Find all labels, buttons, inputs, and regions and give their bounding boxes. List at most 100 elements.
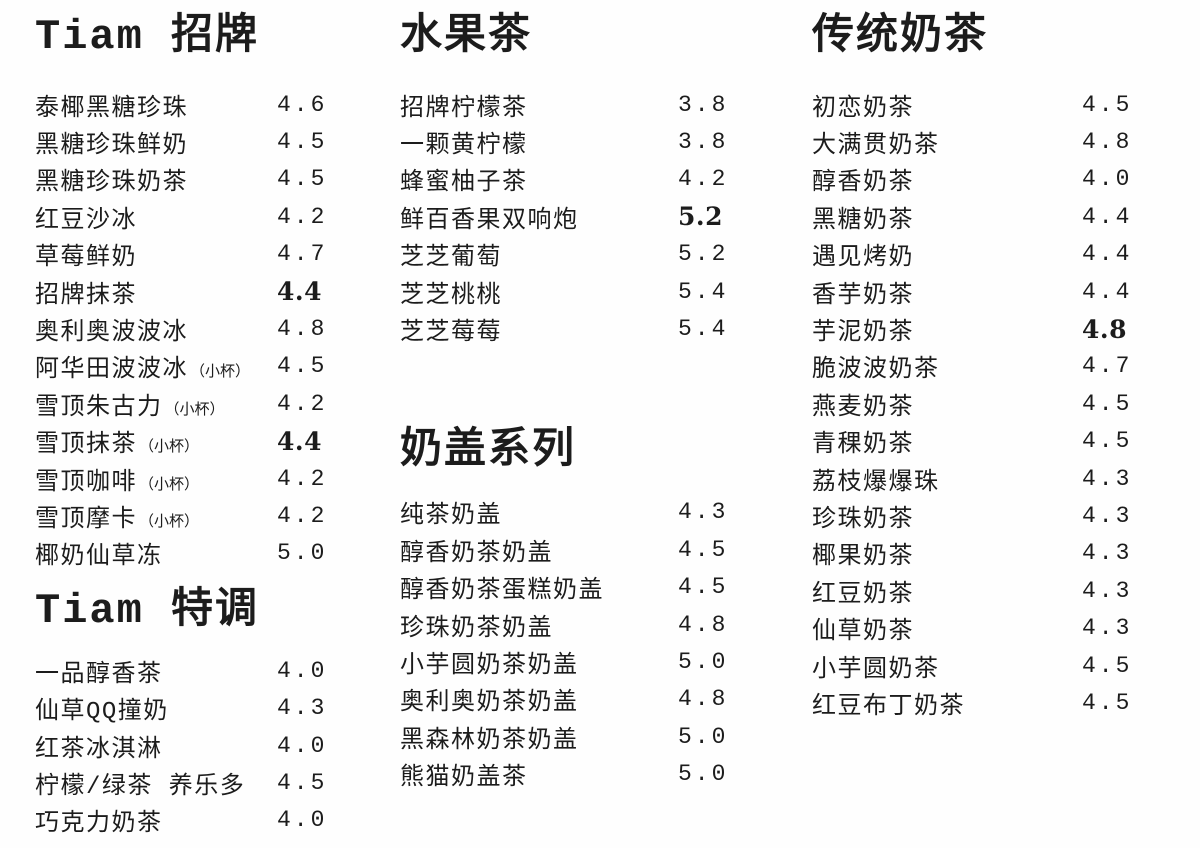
menu-item-row: 初恋奶茶 4.5 [812, 86, 1162, 123]
item-price: 4.8 [678, 611, 729, 638]
item-name: 泰椰黑糖珍珠 [35, 87, 188, 123]
item-price: 4.8 [1082, 129, 1133, 156]
item-size-note: （小杯） [190, 364, 251, 382]
item-price: 5.2 [678, 202, 723, 232]
menu-item-row: 脆波波奶茶 4.7 [812, 348, 1162, 385]
item-price: 4.8 [1082, 314, 1127, 344]
item-name: 红豆沙冰 [35, 199, 137, 235]
item-price: 4.5 [1082, 390, 1133, 417]
item-price: 4.3 [1082, 540, 1133, 567]
item-name: 招牌柠檬茶 [400, 87, 528, 123]
item-name: 椰果奶茶 [812, 535, 914, 571]
item-name: 小芋圆奶茶 [812, 648, 940, 684]
menu-section: Tiam 特调 一品醇香茶 4.0 仙草QQ撞奶 4.3 红茶冰淇淋 4.0 柠檬/绿茶 养乐… [35, 588, 365, 839]
menu-item-row: 鲜百香果双响炮 5.2 [400, 198, 760, 235]
item-name: 一品醇香茶 [35, 653, 163, 689]
item-name-text: 小芋圆奶茶 [812, 656, 940, 684]
item-price: 4.8 [277, 316, 328, 343]
item-name-text: 青稞奶茶 [812, 432, 914, 460]
menu-item-row: 香芋奶茶 4.4 [812, 273, 1162, 310]
menu-item-row: 雪顶朱古力 （小杯） 4.2 [35, 385, 365, 422]
item-name-text: 招牌抹茶 [35, 282, 137, 310]
item-name-text: 大满贯奶茶 [812, 133, 940, 161]
menu-item-row: 雪顶摩卡 （小杯） 4.2 [35, 497, 365, 534]
menu-column-1: Tiam 招牌 泰椰黑糖珍珠 4.6 黑糖珍珠鲜奶 4.5 黑糖珍珠奶茶 4.5 红豆沙冰 4.… [35, 0, 365, 839]
item-name-text: 红豆奶茶 [812, 581, 914, 609]
item-name: 醇香奶茶奶盖 [400, 532, 553, 568]
section-title: 奶盖系列 [400, 426, 577, 475]
item-name: 芝芝莓莓 [400, 311, 502, 347]
item-price: 5.4 [678, 316, 729, 343]
section-title: 水果茶 [400, 13, 533, 61]
item-name-text: 奥利奥波波冰 [35, 320, 188, 348]
item-name-text: 巧克力奶茶 [35, 811, 163, 839]
item-name-text: 仙草奶茶 [812, 619, 914, 647]
item-name-text: 红豆布丁奶茶 [812, 693, 965, 721]
section-title: Tiam 招牌 [35, 13, 260, 61]
menu-item-row: 蜂蜜柚子茶 4.2 [400, 161, 760, 198]
item-price: 4.2 [678, 166, 729, 193]
item-name: 红豆奶茶 [812, 573, 914, 609]
item-name: 黑糖珍珠鲜奶 [35, 124, 188, 160]
menu-item-row: 雪顶抹茶 （小杯） 4.4 [35, 423, 365, 460]
item-name-text: 芋泥奶茶 [812, 320, 914, 348]
item-name-text: 一品醇香茶 [35, 661, 163, 689]
item-price: 4.5 [1082, 91, 1133, 118]
item-name: 仙草奶茶 [812, 610, 914, 646]
item-name-text: 遇见烤奶 [812, 245, 914, 273]
item-price: 5.0 [277, 540, 328, 567]
menu-item-row: 熊猫奶盖茶 5.0 [400, 755, 760, 792]
menu-section: 水果茶 招牌柠檬茶 3.8 一颗黄柠檬 3.8 蜂蜜柚子茶 4.2 鲜百香果双响炮 5.2 芝芝葡… [400, 14, 760, 348]
menu-item-row: 醇香奶茶 4.0 [812, 161, 1162, 198]
item-name: 奥利奥波波冰 [35, 311, 188, 347]
item-name: 青稞奶茶 [812, 423, 914, 459]
item-price: 4.4 [277, 426, 322, 456]
item-size-note: （小杯） [164, 401, 225, 419]
item-name-text: 蜂蜜柚子茶 [400, 170, 528, 198]
item-name: 初恋奶茶 [812, 87, 914, 123]
item-size-note: （小杯） [139, 439, 200, 457]
item-name-text: 珍珠奶茶奶盖 [400, 615, 553, 643]
item-price: 5.0 [678, 723, 729, 750]
menu-section: 奶盖系列 纯茶奶盖 4.3 醇香奶茶奶盖 4.5 醇香奶茶蛋糕奶盖 4.5 珍珠奶茶奶盖 4.8… [400, 428, 760, 793]
item-name-text: 初恋奶茶 [812, 95, 914, 123]
item-price: 4.2 [277, 390, 328, 417]
item-name: 草莓鲜奶 [35, 236, 137, 272]
menu-item-row: 纯茶奶盖 4.3 [400, 494, 760, 531]
item-name-text: 椰果奶茶 [812, 544, 914, 572]
item-name: 熊猫奶盖茶 [400, 756, 528, 792]
item-name: 红茶冰淇淋 [35, 728, 163, 764]
item-name: 黑糖珍珠奶茶 [35, 161, 188, 197]
item-name: 巧克力奶茶 [35, 802, 163, 838]
menu-item-row: 遇见烤奶 4.4 [812, 236, 1162, 273]
item-name-text: 醇香奶茶奶盖 [400, 540, 553, 568]
item-name: 黑糖奶茶 [812, 199, 914, 235]
item-price: 5.0 [678, 761, 729, 788]
item-name-text: 燕麦奶茶 [812, 394, 914, 422]
item-name-text: 脆波波奶茶 [812, 357, 940, 385]
section-title: 传统奶茶 [812, 13, 989, 61]
item-name-text: 荔枝爆爆珠 [812, 469, 940, 497]
item-name: 芋泥奶茶 [812, 311, 914, 347]
item-name: 纯茶奶盖 [400, 494, 502, 530]
item-name-text: 黑森林奶茶奶盖 [400, 727, 579, 755]
menu-item-row: 椰奶仙草冻 5.0 [35, 535, 365, 572]
item-name: 雪顶摩卡 （小杯） [35, 498, 199, 534]
item-price: 4.5 [678, 574, 729, 601]
item-name-text: 招牌柠檬茶 [400, 95, 528, 123]
menu-item-row: 芝芝桃桃 5.4 [400, 273, 760, 310]
item-size-note: （小杯） [139, 513, 200, 531]
item-price: 4.3 [678, 499, 729, 526]
item-name: 红豆布丁奶茶 [812, 685, 965, 721]
menu-item-row: 珍珠奶茶 4.3 [812, 497, 1162, 534]
item-name-text: 雪顶朱古力 [35, 394, 163, 422]
menu-item-row: 黑糖珍珠奶茶 4.5 [35, 161, 365, 198]
item-name-text: 草莓鲜奶 [35, 245, 137, 273]
item-name-text: 熊猫奶盖茶 [400, 765, 528, 793]
item-name-text: 芝芝莓莓 [400, 320, 502, 348]
menu-item-row: 小芋圆奶茶奶盖 5.0 [400, 643, 760, 680]
item-price: 4.5 [1082, 428, 1133, 455]
menu-item-row: 奥利奥奶茶奶盖 4.8 [400, 681, 760, 718]
menu-item-row: 荔枝爆爆珠 4.3 [812, 460, 1162, 497]
item-name-text: 雪顶摩卡 [35, 506, 137, 534]
